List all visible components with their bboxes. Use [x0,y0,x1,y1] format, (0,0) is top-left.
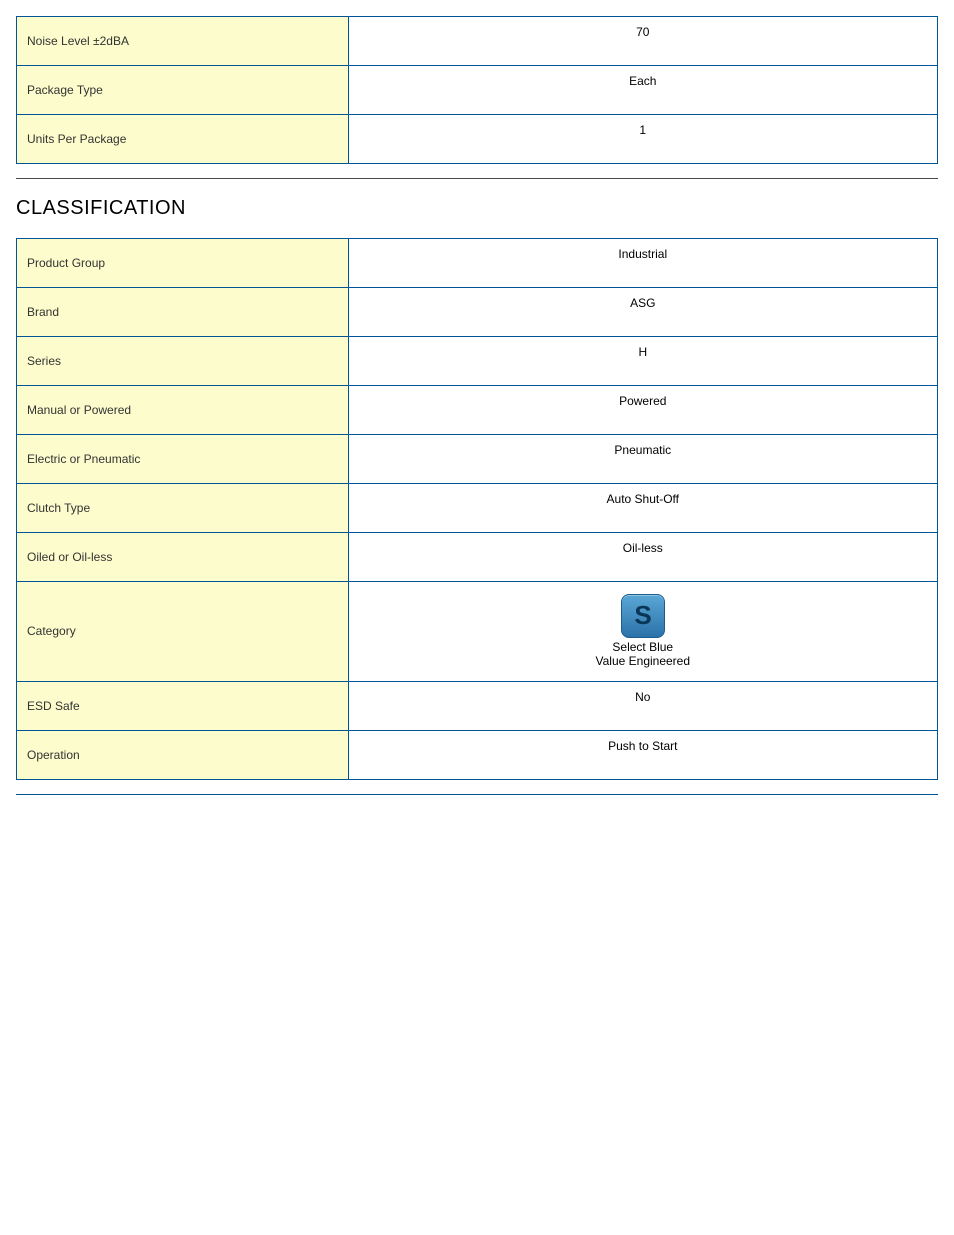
spec-label: Noise Level ±2dBA [17,17,349,66]
select-blue-icon: S [621,594,665,638]
table-row: Package Type Each [17,66,938,115]
top-spec-table: Noise Level ±2dBA 70 Package Type Each U… [16,16,938,164]
table-row: Oiled or Oil-less Oil-less [17,533,938,582]
spec-label: Manual or Powered [17,386,349,435]
spec-label: Category [17,582,349,682]
spec-value: Industrial [348,239,937,288]
spec-value: Pneumatic [348,435,937,484]
spec-label: Oiled or Oil-less [17,533,349,582]
table-row: Operation Push to Start [17,730,938,779]
category-line1: Select Blue [612,641,673,655]
table-row: Electric or Pneumatic Pneumatic [17,435,938,484]
spec-value: Each [348,66,937,115]
table-row: Noise Level ±2dBA 70 [17,17,938,66]
spec-label: Series [17,337,349,386]
spec-label: Clutch Type [17,484,349,533]
spec-value: Oil-less [348,533,937,582]
spec-value: ASG [348,288,937,337]
table-row: Manual or Powered Powered [17,386,938,435]
divider-bottom [16,794,938,795]
spec-value: 70 [348,17,937,66]
table-row: ESD Safe No [17,681,938,730]
table-row: Units Per Package 1 [17,115,938,164]
spec-label: Package Type [17,66,349,115]
spec-label: Operation [17,730,349,779]
spec-label: Product Group [17,239,349,288]
classification-table: Product Group Industrial Brand ASG Serie… [16,238,938,780]
svg-text:S: S [634,601,651,630]
s-letter-icon: S [628,601,658,631]
spec-label: Units Per Package [17,115,349,164]
spec-value-category: S Select Blue Value Engineered [348,582,937,682]
spec-value: H [348,337,937,386]
spec-label: Brand [17,288,349,337]
category-badge: S Select Blue Value Engineered [596,594,691,669]
spec-value: Push to Start [348,730,937,779]
spec-value: Powered [348,386,937,435]
table-row: Series H [17,337,938,386]
spec-label: ESD Safe [17,681,349,730]
category-line2: Value Engineered [596,655,691,669]
spec-label: Electric or Pneumatic [17,435,349,484]
spec-value: No [348,681,937,730]
table-row: Clutch Type Auto Shut-Off [17,484,938,533]
table-row: Product Group Industrial [17,239,938,288]
spec-value: Auto Shut-Off [348,484,937,533]
table-row-category: Category S Select Blue Value Engineered [17,582,938,682]
table-row: Brand ASG [17,288,938,337]
divider [16,178,938,179]
section-title: CLASSIFICATION [16,197,938,220]
spec-value: 1 [348,115,937,164]
